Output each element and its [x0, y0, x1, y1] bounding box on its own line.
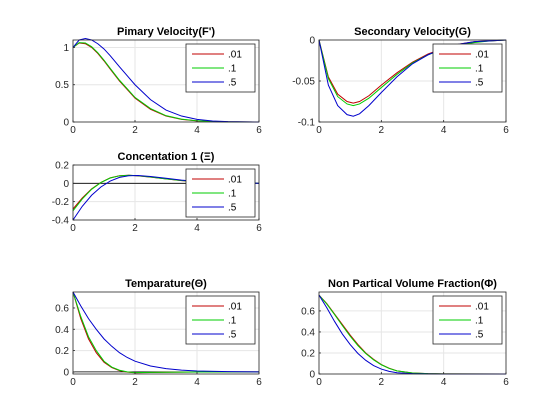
x-tick-label: 4 [194, 125, 200, 136]
y-tick-label: 0.5 [55, 80, 69, 91]
x-tick-label: 2 [379, 125, 385, 136]
series-line-2 [72, 42, 260, 123]
x-tick-label: 0 [70, 223, 76, 234]
legend: .01 .1 .5 [432, 295, 503, 345]
legend-label: .5 [475, 330, 484, 341]
axes-box [318, 291, 507, 375]
x-tick-label: 6 [503, 377, 509, 388]
x-tick-label: 6 [256, 377, 262, 388]
axes-box [72, 164, 260, 221]
x-tick-label: 4 [441, 377, 447, 388]
x-tick-label: 0 [316, 377, 322, 388]
x-tick-label: 6 [256, 125, 262, 136]
legend: .01 .1 .5 [185, 295, 256, 345]
y-tick-label: 0.4 [55, 325, 69, 336]
legend-label: .1 [228, 316, 237, 327]
subplot-title: Non Partical Volume Fraction(Φ) [328, 278, 497, 290]
subplot-1: 0 2 4 6 0 0.5 1 Pimary Velocity(F') .01 .1 .5 [55, 26, 262, 136]
legend-label: .1 [475, 64, 484, 75]
subplot-title: Concentation 1 (Ξ) [118, 151, 215, 163]
y-tick-label: 1 [63, 43, 69, 54]
legend: .01 .1 .5 [432, 43, 503, 93]
y-tick-label: 0.2 [55, 346, 69, 357]
subplot-4: 0 2 4 6 0 0.2 0.4 0.6 Temparature(Θ) .01 .1 .5 [55, 278, 262, 388]
subplot-3: 0 2 4 6 -0.4 -0.2 0 0.2 Concentation 1 (Ξ) .01 .1.… [52, 151, 262, 234]
legend-label: .5 [475, 78, 484, 89]
legend: .01 .1 .5 [185, 43, 256, 93]
y-tick-label: 0.6 [55, 303, 69, 314]
subplot-5: 0 2 4 6 0 0.2 0.4 0.6 Non Partical Volume Fracti… [301, 278, 509, 388]
x-tick-label: 4 [194, 377, 200, 388]
legend-label: .01 [228, 302, 242, 313]
y-tick-label: -0.1 [298, 118, 316, 129]
subplot-title: Secondary Velocity(G) [354, 26, 471, 38]
legend-label: .1 [475, 316, 484, 327]
x-tick-label: 0 [316, 125, 322, 136]
legend-label: .1 [228, 64, 237, 75]
legend-label: .5 [228, 330, 237, 341]
series-line-3 [72, 291, 260, 373]
y-tick-label: 0 [309, 36, 315, 47]
x-tick-label: 6 [256, 223, 262, 234]
y-tick-label: 0.6 [301, 306, 315, 317]
y-tick-label: 0.2 [301, 348, 315, 359]
legend-label: .1 [228, 189, 237, 200]
x-tick-label: 6 [503, 125, 509, 136]
subplot-title: Temparature(Θ) [125, 278, 207, 290]
axes-box [72, 291, 260, 375]
subplot-2: 0 2 4 6 -0.1 -0.05 0 Secondary Velocity(G) .01 .1… [292, 26, 509, 136]
x-tick-label: 2 [132, 223, 138, 234]
y-tick-label: 0 [63, 367, 69, 378]
legend-label: .01 [228, 175, 242, 186]
x-tick-label: 0 [70, 125, 76, 136]
x-tick-label: 4 [194, 223, 200, 234]
y-tick-label: -0.2 [52, 197, 70, 208]
y-tick-label: -0.05 [292, 77, 315, 88]
x-tick-label: 4 [441, 125, 447, 136]
legend-label: .01 [475, 302, 489, 313]
axes-box [72, 39, 260, 123]
series-line-2 [72, 291, 260, 374]
y-tick-label: 0 [63, 118, 69, 129]
y-tick-label: 0 [63, 179, 69, 190]
legend: .01 .1 .5 [185, 168, 256, 218]
x-tick-label: 2 [132, 125, 138, 136]
legend-label: .5 [228, 203, 237, 214]
legend-label: .5 [228, 78, 237, 89]
legend-label: .01 [228, 50, 242, 61]
x-tick-label: 2 [379, 377, 385, 388]
x-tick-label: 2 [132, 377, 138, 388]
series-line-3 [318, 39, 507, 117]
subplot-title: Pimary Velocity(F') [117, 26, 215, 38]
y-tick-label: 0.4 [301, 327, 315, 338]
y-tick-label: -0.4 [52, 216, 70, 227]
x-tick-label: 0 [70, 377, 76, 388]
y-tick-label: 0 [309, 370, 315, 381]
y-tick-label: 0.2 [55, 161, 69, 172]
legend-label: .01 [475, 50, 489, 61]
series-line-3 [72, 37, 260, 123]
